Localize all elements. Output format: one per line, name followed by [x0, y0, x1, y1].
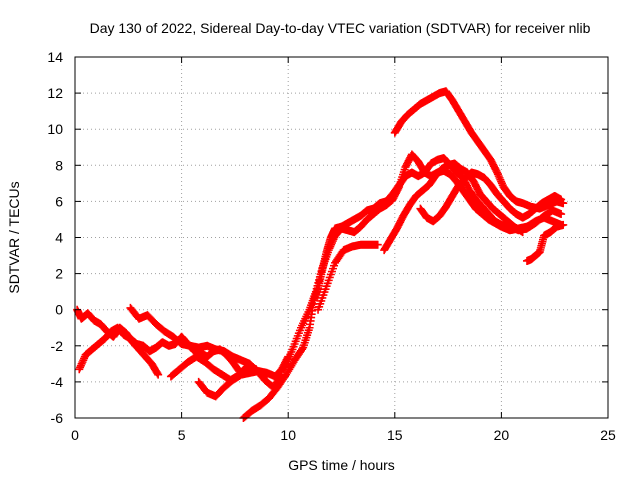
data-point-marker	[557, 210, 566, 219]
x-tick-label: 0	[71, 427, 79, 443]
satellite-track-10	[390, 87, 568, 213]
y-tick-label: 2	[55, 266, 63, 282]
data-point-marker	[373, 240, 382, 249]
y-tick-label: 6	[55, 193, 63, 209]
y-tick-label: 10	[47, 121, 63, 137]
satellite-track-11	[416, 168, 566, 226]
satellite-track-7	[279, 150, 566, 374]
y-tick-label: -4	[51, 374, 64, 390]
data-point-marker	[298, 345, 307, 354]
satellite-track-3	[126, 303, 271, 381]
x-tick-label: 25	[600, 427, 616, 443]
chart-title: Day 130 of 2022, Sidereal Day-to-day VTE…	[90, 20, 591, 36]
data-point-marker	[557, 195, 566, 204]
x-axis-label: GPS time / hours	[288, 457, 395, 473]
y-tick-label: 8	[55, 157, 63, 173]
x-tick-label: 20	[494, 427, 510, 443]
y-tick-label: 0	[55, 302, 63, 318]
satellite-track-5	[194, 352, 293, 401]
axis-ticks: 0 5 10 15 20 25 -6 -4 -2 0 2 4 6 8 10 12 14	[47, 49, 616, 443]
satellite-track-12	[522, 220, 568, 265]
y-tick-label: 14	[47, 49, 63, 65]
data-points	[73, 87, 568, 422]
y-tick-label: 4	[55, 230, 63, 246]
y-tick-label: -2	[51, 338, 64, 354]
data-point-marker	[154, 370, 163, 379]
satellite-track-8	[314, 240, 382, 314]
x-tick-label: 15	[387, 427, 403, 443]
data-point-marker	[518, 228, 527, 237]
data-point-marker	[559, 220, 568, 229]
x-tick-label: 5	[178, 427, 186, 443]
y-axis-label: SDTVAR / TECUs	[6, 181, 22, 293]
y-tick-label: -6	[51, 410, 64, 426]
data-point-marker	[495, 173, 504, 182]
x-tick-label: 10	[280, 427, 296, 443]
y-tick-label: 12	[47, 85, 63, 101]
